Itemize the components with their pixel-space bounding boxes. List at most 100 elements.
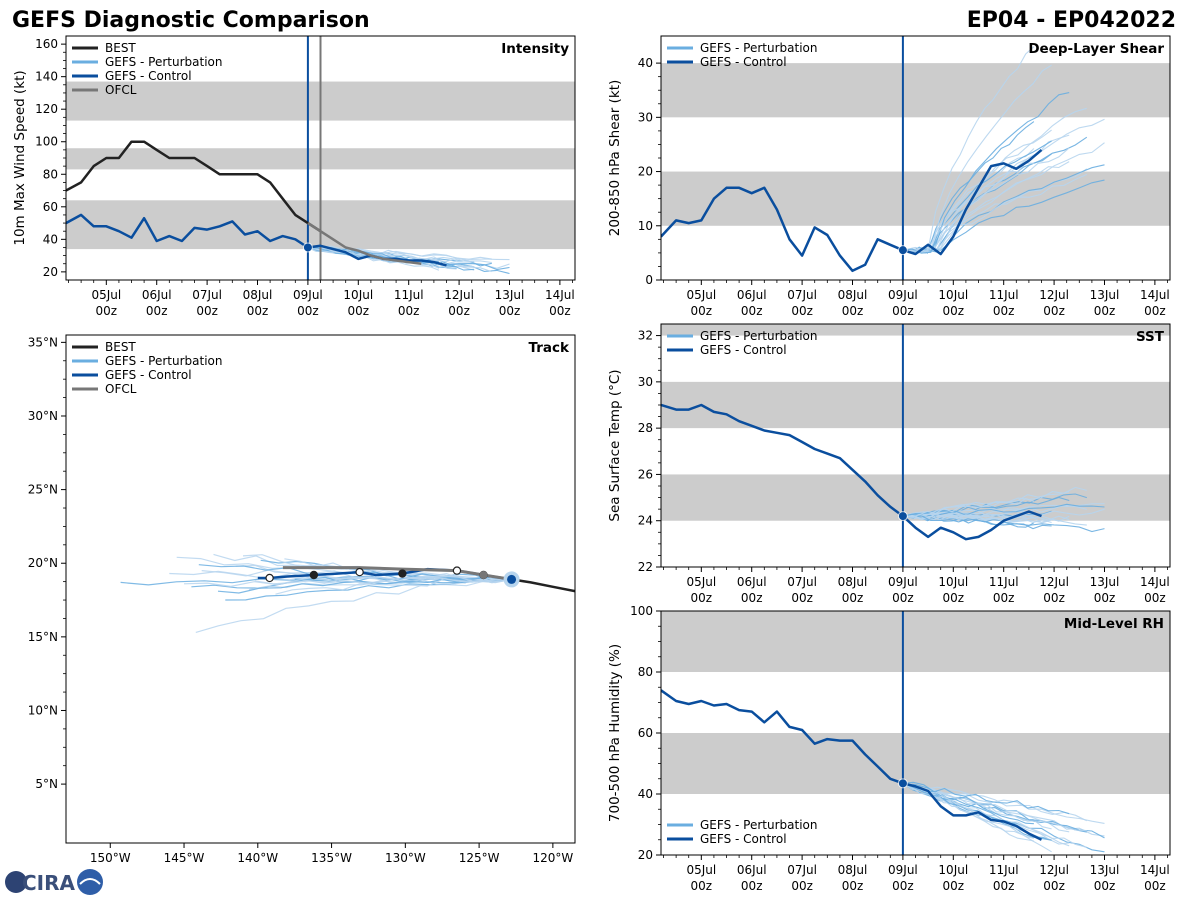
- track-ytick-label-0: 5°N: [35, 777, 58, 791]
- rh-xtick-sub-8: 00z: [1094, 879, 1116, 893]
- track-ytick-label-2: 15°N: [28, 630, 58, 644]
- rh-xtick-label-1: 06Jul: [737, 863, 767, 877]
- sst-xtick-sub-1: 00z: [741, 591, 763, 605]
- shear-ytick-label-4: 40: [638, 56, 653, 70]
- sst-xtick-label-6: 11Jul: [989, 575, 1019, 589]
- rh-xtick-sub-0: 00z: [691, 879, 713, 893]
- chart-panels: 2040608010012014016005Jul00z06Jul00z07Ju…: [12, 35, 1171, 893]
- sst-xtick-sub-7: 00z: [1043, 591, 1065, 605]
- sst-band-2: [661, 324, 1170, 336]
- cira-logo-text: CIRA: [22, 871, 76, 895]
- intensity-ytick-label-0: 20: [43, 265, 58, 279]
- intensity-xtick-label-9: 14Jul: [545, 288, 575, 302]
- sst-xtick-label-9: 14Jul: [1140, 575, 1170, 589]
- intensity-xtick-sub-0: 00z: [96, 304, 118, 318]
- sst-xtick-sub-2: 00z: [791, 591, 813, 605]
- rh-xtick-sub-9: 00z: [1144, 879, 1166, 893]
- rh-xtick-sub-5: 00z: [943, 879, 965, 893]
- rh-init-marker: [898, 779, 907, 788]
- track-control-marker: [398, 569, 407, 578]
- intensity-xtick-sub-8: 00z: [499, 304, 521, 318]
- shear-xtick-label-4: 09Jul: [888, 288, 918, 302]
- shear-xtick-sub-1: 00z: [741, 304, 763, 318]
- shear-ytick-label-0: 0: [645, 273, 653, 287]
- sst-panel-title: SST: [1136, 329, 1165, 345]
- sst-perturbation-line: [902, 497, 1035, 518]
- track-legend-label-control: GEFS - Control: [105, 368, 192, 382]
- shear-ytick-label-3: 30: [638, 110, 653, 124]
- sst-init-marker: [898, 512, 907, 521]
- rh-frame: [660, 610, 1171, 856]
- rh-ytick-label-1: 40: [638, 787, 653, 801]
- intensity-xtick-label-8: 13Jul: [495, 288, 525, 302]
- rh-ytick-label-3: 80: [638, 665, 653, 679]
- track-xtick-label-1: 145°W: [164, 851, 205, 865]
- rh-xtick-label-5: 10Jul: [938, 863, 968, 877]
- track-panel-title: Track: [529, 340, 570, 356]
- sst-control-line: [661, 403, 1042, 541]
- track-xtick-label-2: 140°W: [237, 851, 278, 865]
- track-frame: [65, 334, 576, 844]
- rh-xtick-sub-1: 00z: [741, 879, 763, 893]
- shear-xtick-label-3: 08Jul: [838, 288, 868, 302]
- intensity-ytick-label-5: 120: [35, 102, 58, 116]
- sst-perturbation-line: [902, 513, 1052, 524]
- track-axes: 5°N 10°N 15°N 20°N 25°N 30°N 35°N 150°W 145°W 140…: [28, 335, 574, 865]
- intensity-ofcl-line: [307, 222, 422, 265]
- intensity-xtick-sub-3: 00z: [247, 304, 269, 318]
- sst-xtick-label-8: 13Jul: [1090, 575, 1120, 589]
- sst-xtick-label-5: 10Jul: [938, 575, 968, 589]
- rh-panel: 20 40 60 80 100 05Jul 00z 06Jul 00z 07Jul 00z 08Jul…: [607, 604, 1171, 893]
- shear-xtick-sub-6: 00z: [993, 304, 1015, 318]
- track-ytick-label-4: 25°N: [28, 483, 58, 497]
- shear-xtick-label-5: 10Jul: [938, 288, 968, 302]
- figure-title: GEFS Diagnostic Comparison: [12, 8, 370, 33]
- track-xtick-label-5: 125°W: [459, 851, 500, 865]
- sst-xtick-label-3: 08Jul: [838, 575, 868, 589]
- intensity-ytick-label-1: 40: [43, 232, 58, 246]
- intensity-ytick-label-4: 100: [35, 135, 58, 149]
- sst-ytick-label-0: 22: [638, 560, 653, 574]
- shear-ylabel: 200-850 hPa Shear (kt): [607, 80, 623, 237]
- sst-xtick-sub-0: 00z: [691, 591, 713, 605]
- rh-xtick-sub-7: 00z: [1043, 879, 1065, 893]
- sst-xtick-label-0: 05Jul: [686, 575, 716, 589]
- rh-panel-title: Mid-Level RH: [1064, 616, 1164, 632]
- intensity-xtick-sub-1: 00z: [146, 304, 168, 318]
- rh-xtick-sub-2: 00z: [791, 879, 813, 893]
- rh-perturbation-line: [902, 782, 1088, 822]
- rh-xtick-sub-4: 00z: [892, 879, 914, 893]
- rh-xtick-label-6: 11Jul: [989, 863, 1019, 877]
- intensity-perturbation-line: [307, 247, 440, 271]
- sst-xtick-label-1: 06Jul: [737, 575, 767, 589]
- shear-band-0: [661, 171, 1170, 226]
- shear-xtick-label-0: 05Jul: [686, 288, 716, 302]
- sst-perturbation-line: [902, 503, 1105, 517]
- rh-ylabel: 700-500 hPa Humidity (%): [607, 644, 623, 822]
- intensity-legend-label-ofcl: OFCL: [105, 83, 137, 97]
- intensity-xtick-label-6: 11Jul: [394, 288, 424, 302]
- rh-band-1: [661, 611, 1170, 672]
- rh-xtick-label-9: 14Jul: [1140, 863, 1170, 877]
- shear-ytick-label-2: 20: [638, 165, 653, 179]
- track-control-marker: [452, 566, 462, 575]
- intensity-xtick-sub-2: 00z: [196, 304, 218, 318]
- rh-band-0: [661, 733, 1170, 794]
- sst-perturbation-line: [902, 513, 1052, 530]
- sst-axes: 22 24 26 28 30 32 05Jul 00z 06Jul 00z 07Jul 00z 08Ju…: [638, 329, 1170, 605]
- track-best-line: [511, 578, 575, 593]
- intensity-ytick-label-3: 80: [43, 167, 58, 181]
- track-xtick-label-0: 150°W: [90, 851, 131, 865]
- rh-perturbation-line: [902, 782, 1052, 841]
- track-xtick-label-3: 135°W: [311, 851, 352, 865]
- cira-globe-icon: [5, 871, 27, 893]
- shear-xtick-label-1: 06Jul: [737, 288, 767, 302]
- shear-xtick-sub-0: 00z: [691, 304, 713, 318]
- rh-ytick-label-0: 20: [638, 848, 653, 862]
- sst-xtick-label-2: 07Jul: [787, 575, 817, 589]
- sst-ylabel: Sea Surface Temp (°C): [607, 369, 623, 521]
- rh-ytick-label-2: 60: [638, 726, 653, 740]
